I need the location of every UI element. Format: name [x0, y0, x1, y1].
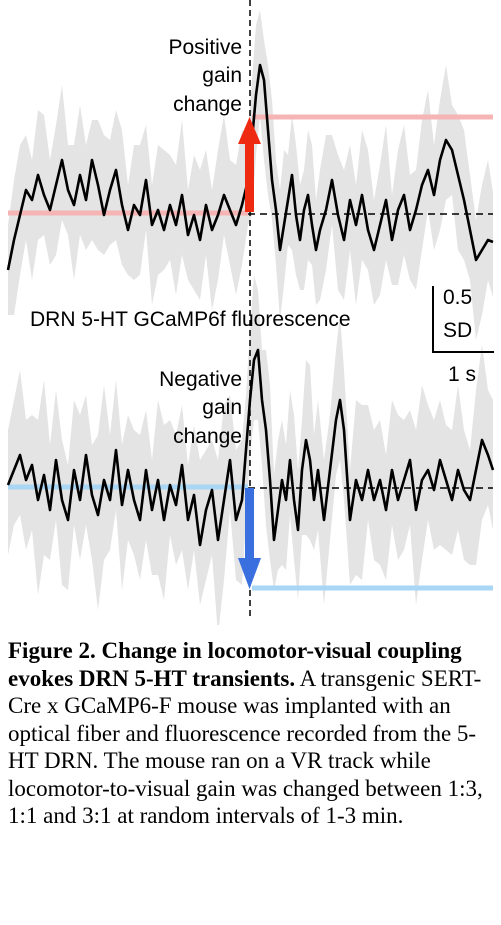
- caption-title: Figure 2. Change in locomotor-visual cou…: [8, 638, 462, 691]
- top-fluorescence-trace: [6, 63, 494, 271]
- negative-label-line-1: Negative: [159, 368, 242, 391]
- scale-bar-x-label: 1 s: [448, 363, 476, 386]
- scale-bar: [432, 286, 494, 353]
- figure-caption: Figure 2. Change in locomotor-visual cou…: [8, 637, 496, 830]
- positive-label-line-3: change: [173, 93, 242, 116]
- positive-label-line-1: Positive: [168, 36, 242, 59]
- figure-panel: Positive gain change Negative gain chang…: [6, 0, 495, 625]
- negative-label-line-2: gain: [202, 396, 242, 419]
- negative-gain-arrow: [238, 488, 261, 589]
- bottom-fluorescence-trace: [6, 348, 495, 547]
- negative-label-line-3: change: [173, 425, 242, 448]
- scale-bar-y-value: 0.5: [443, 286, 472, 309]
- signal-label: DRN 5-HT GCaMP6f fluorescence: [30, 308, 351, 331]
- positive-gain-arrow: [238, 117, 261, 212]
- caption-body: A transgenic SERT-Cre x GCaMP6-F mouse w…: [8, 665, 483, 829]
- positive-label-line-2: gain: [202, 64, 242, 87]
- scale-bar-y-unit: SD: [443, 319, 472, 342]
